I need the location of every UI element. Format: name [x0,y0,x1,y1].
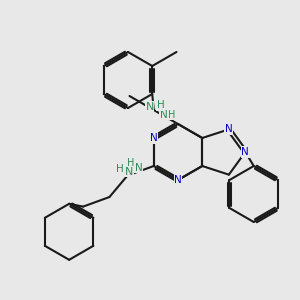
Text: N: N [225,124,233,134]
Text: N: N [150,133,158,143]
Text: N: N [242,147,249,157]
Text: H: H [168,110,175,120]
Text: N: N [146,102,154,112]
Text: H: H [157,100,165,110]
Text: N: N [174,175,182,185]
Text: N: N [160,110,168,120]
Text: N: N [125,167,134,177]
Text: H: H [116,164,123,174]
Text: N: N [135,163,142,173]
Text: H: H [127,158,134,168]
